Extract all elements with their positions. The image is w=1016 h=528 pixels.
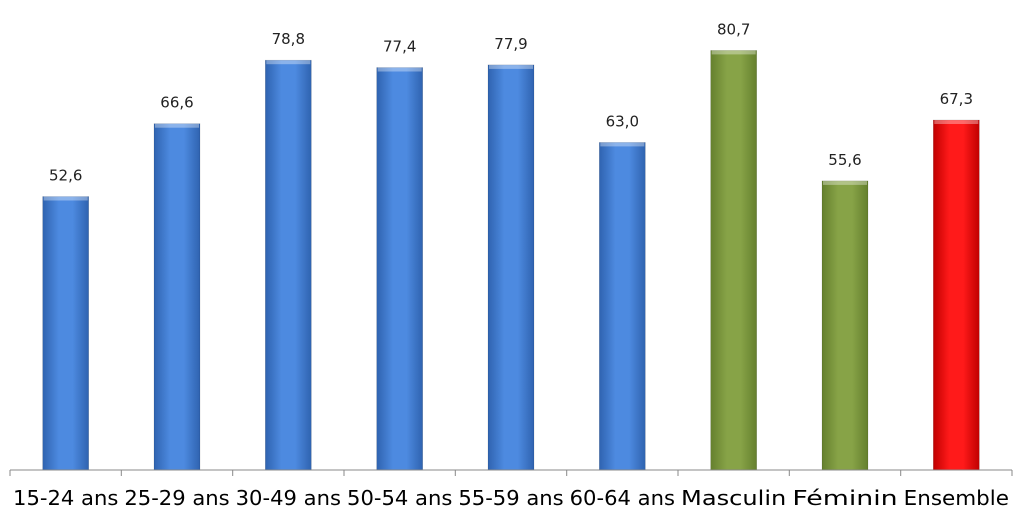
bar-feminin bbox=[821, 180, 869, 471]
value-label-55-59-ans: 77,9 bbox=[494, 35, 527, 53]
value-label-60-64-ans: 63,0 bbox=[606, 112, 639, 130]
tick-label-55-59-ans: 55-59 ans bbox=[458, 486, 563, 510]
bar-55-59-ans bbox=[487, 64, 535, 471]
value-label-masculin: 80,7 bbox=[717, 20, 750, 38]
tick-label-ensemble: Ensemble bbox=[904, 486, 1009, 510]
bar-cap-60-64-ans bbox=[600, 142, 645, 147]
bar-cap-30-49-ans bbox=[266, 60, 311, 65]
bar-cap-feminin bbox=[823, 180, 867, 185]
tick-label-masculin: Masculin bbox=[681, 486, 786, 510]
bar-30-49-ans bbox=[264, 59, 312, 471]
bar-cap-masculin bbox=[711, 50, 756, 55]
x-axis bbox=[9, 469, 1013, 476]
tick-label-30-49-ans: 30-49 ans bbox=[236, 486, 341, 510]
bar-ensemble bbox=[932, 119, 980, 471]
value-label-15-24-ans: 52,6 bbox=[49, 167, 82, 185]
value-label-ensemble: 67,3 bbox=[940, 90, 973, 108]
tick-label-15-24-ans: 15-24 ans bbox=[13, 486, 118, 510]
tick-label-25-29-ans: 25-29 ans bbox=[124, 486, 229, 510]
bar-cap-ensemble bbox=[934, 120, 979, 124]
tick-label-50-54-ans: 50-54 ans bbox=[347, 486, 452, 510]
bar-50-54-ans bbox=[376, 67, 424, 471]
value-label-50-54-ans: 77,4 bbox=[383, 38, 416, 56]
value-label-feminin: 55,6 bbox=[828, 151, 861, 169]
tick-labels-group: 15-24 ans 25-29 ans 30-49 ans 50-54 ans 55-5… bbox=[13, 486, 1009, 510]
tick-label-60-64-ans: 60-64 ans bbox=[570, 486, 675, 510]
bar-cap-50-54-ans bbox=[377, 67, 422, 72]
bar-25-29-ans bbox=[153, 123, 201, 471]
bar-cap-15-24-ans bbox=[43, 196, 88, 201]
value-label-30-49-ans: 78,8 bbox=[272, 30, 305, 48]
value-labels-group: 52,6 66,6 78,8 77,4 77,9 63,0 80,7 55,6 67,3 bbox=[49, 20, 973, 184]
bar-15-24-ans bbox=[42, 196, 90, 471]
bars-group bbox=[42, 50, 980, 471]
tick-label-feminin: Féminin bbox=[792, 486, 897, 510]
bar-masculin bbox=[710, 50, 758, 471]
bar-cap-25-29-ans bbox=[155, 123, 199, 128]
value-label-25-29-ans: 66,6 bbox=[160, 94, 193, 112]
bar-60-64-ans bbox=[598, 142, 646, 471]
bar-cap-55-59-ans bbox=[489, 64, 533, 69]
